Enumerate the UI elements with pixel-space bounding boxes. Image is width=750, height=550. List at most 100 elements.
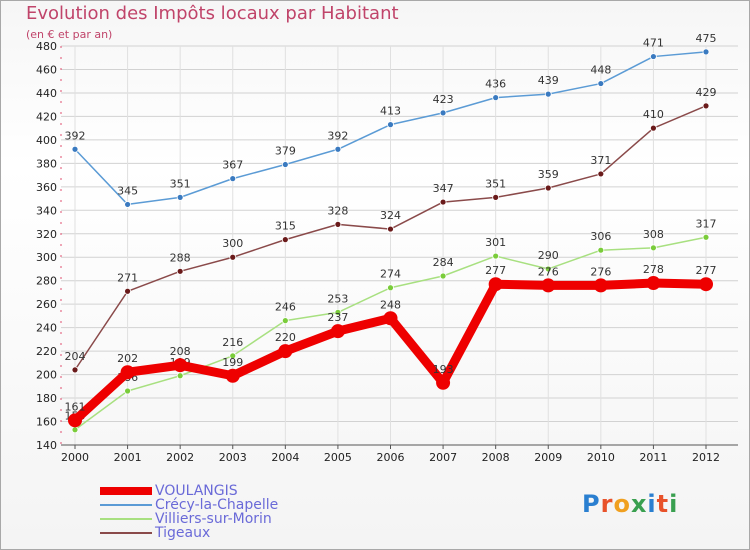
y-tick-label: 180	[36, 392, 57, 405]
data-label-voulangis: 208	[170, 345, 191, 358]
data-label-tigeaux: 288	[170, 251, 191, 264]
data-label-villiers-sur-morin: 284	[433, 256, 454, 269]
data-label-cr-cy-la-chapelle: 392	[327, 129, 348, 142]
data-label-voulangis: 248	[380, 298, 401, 311]
logo-letter: x	[630, 490, 648, 518]
y-tick-label: 440	[36, 87, 57, 100]
data-label-voulangis: 276	[590, 265, 611, 278]
logo-letter: t	[656, 490, 670, 518]
x-tick-label: 2008	[482, 451, 510, 464]
y-tick-label: 340	[36, 204, 57, 217]
data-point-voulangis	[436, 375, 451, 390]
y-tick-label: 280	[36, 275, 57, 288]
data-label-tigeaux: 429	[696, 86, 717, 99]
data-point-voulangis	[225, 368, 240, 383]
data-label-voulangis: 276	[538, 265, 559, 278]
logo-letter: i	[669, 490, 679, 518]
data-point-cr-cy-la-chapelle	[702, 48, 710, 56]
y-tick-label: 240	[36, 322, 57, 335]
y-tick-label: 400	[36, 134, 57, 147]
logo-letter: i	[647, 490, 657, 518]
data-label-tigeaux: 204	[65, 350, 86, 363]
data-point-villiers-sur-morin	[597, 246, 605, 254]
data-point-villiers-sur-morin	[439, 272, 447, 280]
x-tick-label: 2004	[271, 451, 299, 464]
y-tick-label: 200	[36, 369, 57, 382]
data-point-cr-cy-la-chapelle	[597, 80, 605, 87]
data-point-villiers-sur-morin	[702, 233, 710, 241]
data-point-cr-cy-la-chapelle	[71, 145, 79, 153]
data-point-cr-cy-la-chapelle	[176, 193, 184, 201]
data-label-villiers-sur-morin: 216	[222, 336, 243, 349]
data-label-cr-cy-la-chapelle: 351	[170, 177, 191, 190]
y-tick-label: 160	[36, 416, 57, 429]
data-label-cr-cy-la-chapelle: 475	[696, 32, 717, 45]
data-point-tigeaux	[492, 193, 500, 201]
data-point-voulangis	[488, 277, 503, 292]
data-point-tigeaux	[334, 220, 342, 228]
data-label-cr-cy-la-chapelle: 413	[380, 105, 401, 118]
data-label-voulangis: 237	[327, 311, 348, 324]
x-tick-label: 2003	[219, 451, 247, 464]
data-label-villiers-sur-morin: 253	[327, 292, 348, 305]
legend-label: VOULANGIS	[155, 483, 238, 499]
data-label-tigeaux: 351	[485, 177, 506, 190]
data-point-villiers-sur-morin	[124, 387, 131, 395]
data-label-voulangis: 193	[433, 363, 454, 376]
data-point-voulangis	[68, 413, 82, 428]
data-label-cr-cy-la-chapelle: 367	[222, 159, 243, 172]
x-tick-label: 2009	[534, 451, 562, 464]
data-point-tigeaux	[176, 267, 184, 275]
data-point-villiers-sur-morin	[650, 244, 657, 252]
y-tick-label: 380	[36, 157, 57, 170]
y-tick-label: 300	[36, 251, 57, 264]
data-label-cr-cy-la-chapelle: 448	[590, 64, 611, 77]
data-label-tigeaux: 410	[643, 108, 664, 121]
proxiti-logo: Proxiti	[582, 490, 678, 518]
legend-swatch	[100, 504, 152, 506]
data-label-voulangis: 277	[485, 264, 506, 277]
data-point-voulangis	[593, 278, 608, 293]
y-tick-label: 320	[36, 228, 57, 241]
data-point-villiers-sur-morin	[544, 265, 552, 273]
data-point-voulangis	[541, 278, 556, 293]
data-point-tigeaux	[544, 184, 552, 192]
legend-item-villiers-sur-morin: Villiers-sur-Morin	[100, 511, 360, 527]
data-label-tigeaux: 359	[538, 168, 559, 181]
data-label-cr-cy-la-chapelle: 439	[538, 74, 559, 87]
data-point-villiers-sur-morin	[334, 308, 342, 316]
chart-title: Evolution des Impôts locaux par Habitant	[26, 3, 399, 24]
legend-item-tigeaux: Tigeaux	[100, 525, 360, 541]
legend-label: Villiers-sur-Morin	[155, 511, 272, 527]
data-point-tigeaux	[597, 170, 605, 178]
data-point-tigeaux	[702, 102, 710, 110]
data-point-voulangis	[330, 324, 345, 339]
x-tick-label: 2006	[377, 451, 405, 464]
data-label-tigeaux: 328	[327, 204, 348, 217]
data-label-cr-cy-la-chapelle: 345	[117, 184, 138, 197]
x-tick-label: 2007	[429, 451, 457, 464]
data-label-villiers-sur-morin: 306	[590, 230, 611, 243]
data-point-villiers-sur-morin	[281, 317, 289, 325]
x-tick-label: 2012	[692, 451, 720, 464]
data-label-voulangis: 161	[65, 400, 86, 413]
data-point-tigeaux	[281, 236, 289, 244]
x-tick-label: 2001	[114, 451, 142, 464]
data-point-cr-cy-la-chapelle	[439, 109, 447, 117]
data-label-cr-cy-la-chapelle: 436	[485, 78, 506, 91]
legend-swatch	[100, 532, 152, 534]
data-label-cr-cy-la-chapelle: 471	[643, 37, 664, 50]
data-label-tigeaux: 315	[275, 220, 296, 233]
data-point-voulangis	[278, 344, 293, 359]
y-tick-label: 360	[36, 181, 57, 194]
legend-item-voulangis: VOULANGIS	[100, 483, 360, 499]
data-point-cr-cy-la-chapelle	[334, 145, 342, 153]
x-tick-label: 2010	[587, 451, 615, 464]
data-point-villiers-sur-morin	[71, 426, 79, 434]
y-tick-label: 460	[36, 63, 57, 76]
data-label-villiers-sur-morin: 290	[538, 249, 559, 262]
data-point-cr-cy-la-chapelle	[387, 121, 394, 129]
data-label-tigeaux: 371	[590, 154, 611, 167]
